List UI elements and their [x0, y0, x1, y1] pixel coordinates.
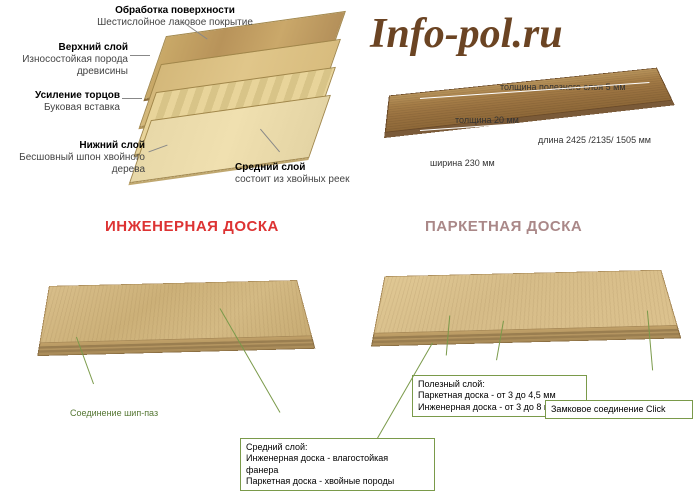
- label-edge-sub: Буковая вставка: [0, 102, 120, 114]
- label-top-layer: Верхний слой Износостойкая порода древис…: [0, 42, 128, 78]
- box-click-lock: Замковое соединение Click: [545, 400, 693, 419]
- site-logo: Info-pol.ru: [370, 10, 563, 58]
- board-top: [39, 280, 312, 343]
- label-top-layer-sub: Износостойкая порода древисины: [0, 54, 128, 78]
- label-middle-layer: Средний слой состоит из хвойных реек: [235, 162, 365, 186]
- leader-line: [130, 55, 150, 56]
- label-bottom-layer: Нижний слой Бесшовный шпон хвойного дере…: [0, 140, 145, 176]
- box-line: Инженерная доска - влагостойкая: [246, 453, 429, 464]
- label-middle-layer-sub: состоит из хвойных реек: [235, 174, 365, 186]
- box-line: Паркетная доска - хвойные породы: [246, 476, 429, 487]
- box-middle-layer: Средний слой: Инженерная доска - влагост…: [240, 438, 435, 491]
- label-middle-layer-title: Средний слой: [235, 162, 365, 174]
- parquet-board: [373, 270, 677, 334]
- parquet-board-title: ПАРКЕТНАЯ ДОСКА: [425, 218, 582, 235]
- label-width: ширина 230 мм: [430, 158, 495, 168]
- label-bottom-layer-title: Нижний слой: [0, 140, 145, 152]
- engineering-board: [39, 280, 312, 343]
- label-length: длина 2425 /2135/ 1505 мм: [538, 135, 651, 145]
- label-surface: Обработка поверхности Шестислойное лаков…: [85, 5, 265, 29]
- label-surface-title: Обработка поверхности: [85, 5, 265, 17]
- engineering-board-title: ИНЖЕНЕРНАЯ ДОСКА: [105, 218, 279, 235]
- layered-board-diagram: [135, 25, 345, 175]
- label-tongue-groove: Соединение шип-паз: [70, 408, 158, 419]
- box-line: Средний слой:: [246, 442, 429, 453]
- box-line: фанера: [246, 465, 429, 476]
- leader-line: [122, 98, 142, 99]
- label-bottom-layer-sub: Бесшовный шпон хвойного дерева: [0, 152, 145, 176]
- label-edge: Усиление торцов Буковая вставка: [0, 90, 120, 114]
- box-line: Полезный слой:: [418, 379, 581, 390]
- label-top-layer-title: Верхний слой: [0, 42, 128, 54]
- label-edge-title: Усиление торцов: [0, 90, 120, 102]
- board-top: [373, 270, 677, 334]
- box-line: Замковое соединение Click: [551, 404, 666, 414]
- label-surface-sub: Шестислойное лаковое покрытие: [85, 17, 265, 29]
